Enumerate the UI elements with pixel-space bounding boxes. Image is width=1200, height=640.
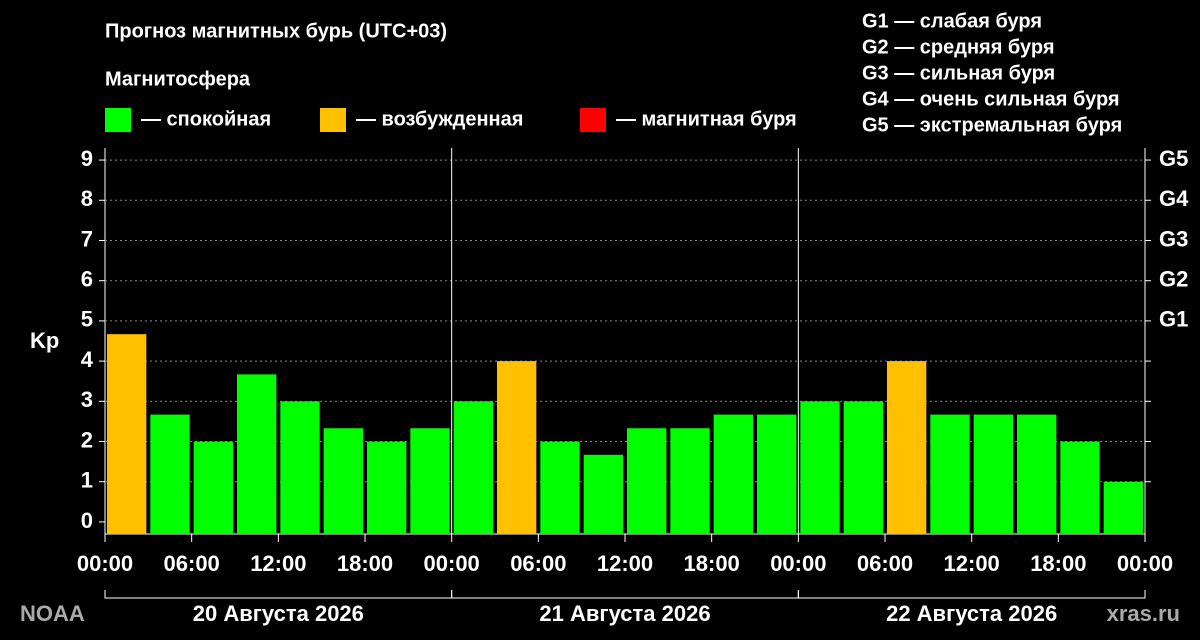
bar	[583, 454, 623, 534]
storm-level: G3 — сильная буря	[862, 62, 1055, 84]
source: NOAA	[20, 601, 85, 626]
storm-level: G1 — слабая буря	[862, 10, 1042, 32]
y-tick-label: 3	[81, 387, 93, 412]
legend-swatch	[320, 108, 346, 132]
legend-swatch	[105, 108, 131, 132]
y-tick-label: 7	[81, 226, 93, 251]
bar	[1017, 414, 1057, 534]
y-axis-label: Kp	[30, 328, 59, 353]
y2-tick-label: G1	[1159, 307, 1188, 332]
storm-level: G5 — экстремальная буря	[862, 114, 1122, 136]
bar	[107, 334, 147, 534]
bar	[800, 401, 840, 534]
bar	[453, 401, 493, 534]
x-tick-label: 06:00	[164, 551, 220, 576]
bar	[757, 414, 797, 534]
bar	[150, 414, 190, 534]
bar	[713, 414, 753, 534]
x-tick-label: 00:00	[77, 551, 133, 576]
y2-tick-label: G2	[1159, 267, 1188, 292]
x-tick-label: 00:00	[770, 551, 826, 576]
x-tick-label: 00:00	[1117, 551, 1173, 576]
y-tick-label: 1	[81, 468, 93, 493]
bar	[887, 361, 927, 534]
bar	[843, 401, 883, 534]
y2-tick-label: G5	[1159, 146, 1188, 171]
bar	[193, 441, 233, 534]
bar	[410, 428, 450, 534]
bar	[670, 428, 710, 534]
legend-title: Магнитосфера	[105, 68, 251, 90]
bar	[237, 374, 277, 534]
chart-title: Прогноз магнитных бурь (UTC+03)	[105, 20, 447, 42]
y-tick-label: 8	[81, 186, 93, 211]
x-tick-label: 18:00	[1030, 551, 1086, 576]
bar	[497, 361, 537, 534]
day-label: 22 Августа 2026	[886, 601, 1057, 626]
y2-tick-label: G4	[1159, 186, 1189, 211]
storm-level: G4 — очень сильная буря	[862, 88, 1120, 110]
y-tick-label: 0	[81, 508, 93, 533]
site: xras.ru	[1107, 601, 1180, 626]
legend-label: — спокойная	[141, 108, 271, 130]
x-tick-label: 12:00	[944, 551, 1000, 576]
storm-level: G2 — средняя буря	[862, 36, 1055, 58]
day-label: 21 Августа 2026	[539, 601, 710, 626]
bar	[367, 441, 407, 534]
x-tick-label: 18:00	[337, 551, 393, 576]
y-tick-label: 4	[81, 347, 94, 372]
y-tick-label: 9	[81, 146, 93, 171]
legend-swatch	[580, 108, 606, 132]
x-tick-label: 18:00	[684, 551, 740, 576]
bar	[1060, 441, 1100, 534]
day-label: 20 Августа 2026	[193, 601, 364, 626]
y-tick-label: 6	[81, 267, 93, 292]
x-tick-label: 12:00	[597, 551, 653, 576]
x-tick-label: 12:00	[250, 551, 306, 576]
x-tick-label: 00:00	[424, 551, 480, 576]
bar	[973, 414, 1013, 534]
y2-tick-label: G3	[1159, 226, 1188, 251]
bar	[1103, 481, 1143, 534]
bar	[323, 428, 363, 534]
legend-label: — возбужденная	[356, 108, 523, 130]
y-tick-label: 5	[81, 307, 93, 332]
day-bracket	[797, 590, 1146, 599]
bar	[280, 401, 320, 534]
bar	[930, 414, 970, 534]
x-tick-label: 06:00	[857, 551, 913, 576]
bar	[627, 428, 667, 534]
y-tick-label: 2	[81, 427, 93, 452]
legend-label: — магнитная буря	[616, 108, 797, 130]
x-tick-label: 06:00	[510, 551, 566, 576]
bar	[540, 441, 580, 534]
